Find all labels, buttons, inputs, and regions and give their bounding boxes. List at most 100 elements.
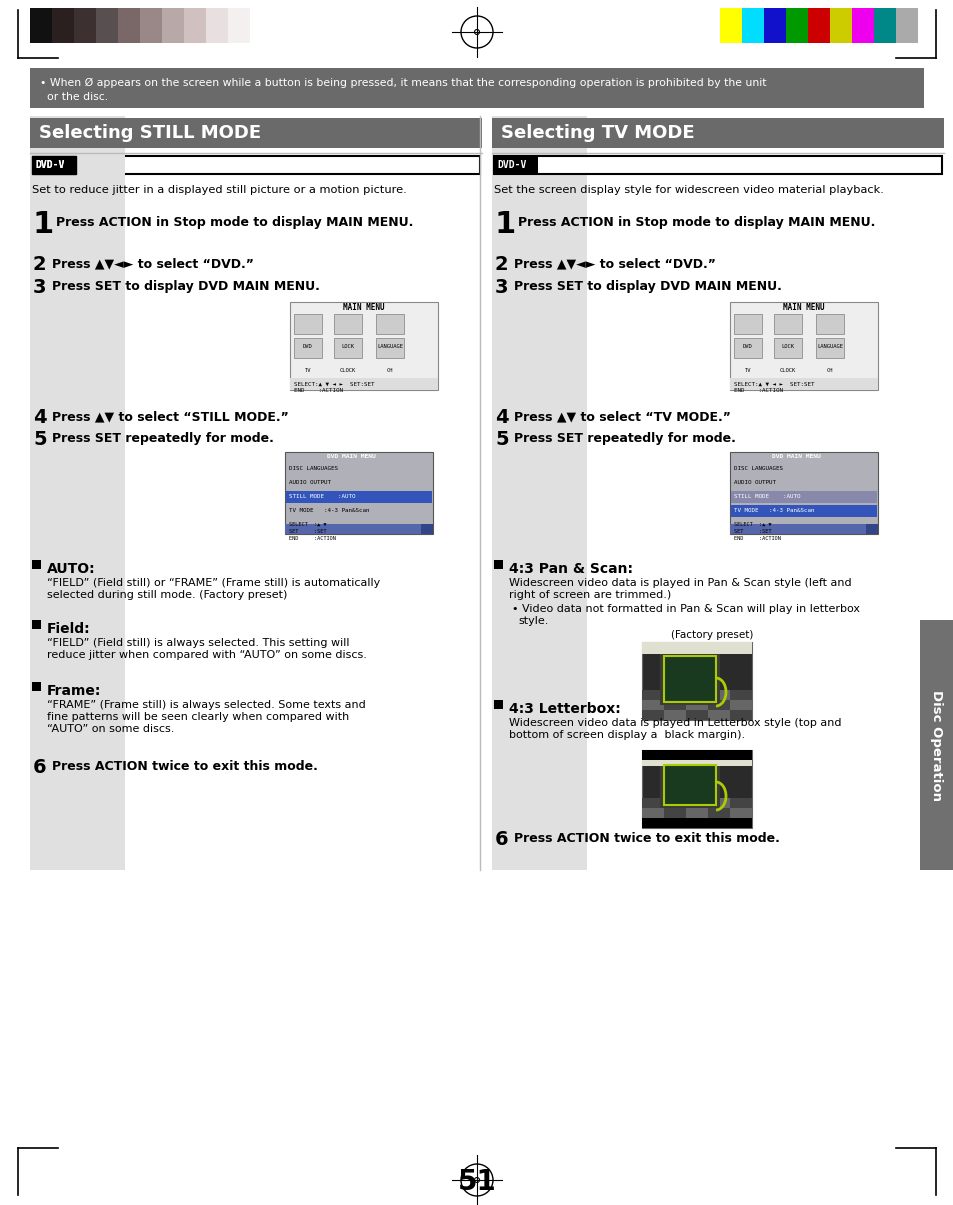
Text: STILL MODE    :AUTO: STILL MODE :AUTO bbox=[289, 494, 355, 500]
Bar bbox=[118, 8, 140, 43]
Bar bbox=[763, 8, 785, 43]
Bar bbox=[228, 8, 250, 43]
Text: “FRAME” (Frame still) is always selected. Some texts and: “FRAME” (Frame still) is always selected… bbox=[47, 700, 365, 710]
Text: TV: TV bbox=[744, 368, 750, 372]
Bar bbox=[663, 700, 685, 710]
Bar bbox=[919, 621, 953, 870]
Bar bbox=[729, 710, 751, 721]
Text: AUTO:: AUTO: bbox=[47, 562, 95, 576]
Text: Disc Operation: Disc Operation bbox=[929, 689, 943, 800]
Bar bbox=[720, 8, 741, 43]
Text: SET     :SET: SET :SET bbox=[733, 529, 771, 534]
Bar bbox=[685, 710, 707, 721]
Text: Selecting STILL MODE: Selecting STILL MODE bbox=[39, 124, 261, 142]
Text: Press ▲▼ to select “STILL MODE.”: Press ▲▼ to select “STILL MODE.” bbox=[52, 410, 289, 423]
Bar bbox=[729, 798, 751, 809]
Text: DVD-V: DVD-V bbox=[497, 160, 526, 170]
Bar bbox=[285, 524, 433, 534]
Text: DISC LANGUAGES: DISC LANGUAGES bbox=[733, 466, 782, 471]
Bar bbox=[733, 315, 761, 334]
Text: END    :ACTION: END :ACTION bbox=[294, 388, 343, 393]
Bar bbox=[494, 155, 941, 174]
Text: bottom of screen display a  black margin).: bottom of screen display a black margin)… bbox=[509, 730, 744, 740]
Bar bbox=[730, 505, 876, 517]
Bar bbox=[730, 490, 876, 502]
Bar bbox=[851, 8, 873, 43]
Bar bbox=[334, 315, 361, 334]
Text: END     :ACTION: END :ACTION bbox=[289, 536, 335, 541]
Bar bbox=[685, 818, 707, 828]
Bar bbox=[729, 302, 877, 390]
Text: Press SET to display DVD MAIN MENU.: Press SET to display DVD MAIN MENU. bbox=[514, 280, 781, 293]
Bar bbox=[140, 8, 162, 43]
Bar bbox=[663, 656, 716, 703]
Text: 3: 3 bbox=[33, 278, 47, 296]
Bar bbox=[375, 315, 403, 334]
Text: SELECT  :▲ ▼: SELECT :▲ ▼ bbox=[289, 522, 326, 527]
Text: Widescreen video data is played in Pan & Scan style (left and: Widescreen video data is played in Pan &… bbox=[509, 578, 851, 588]
Text: 6: 6 bbox=[495, 830, 508, 850]
Bar bbox=[659, 762, 720, 809]
Bar bbox=[815, 337, 843, 358]
Text: END     :ACTION: END :ACTION bbox=[733, 536, 781, 541]
Text: “AUTO” on some discs.: “AUTO” on some discs. bbox=[47, 724, 174, 734]
Bar bbox=[32, 560, 41, 569]
Text: 51: 51 bbox=[457, 1168, 496, 1197]
Text: 2: 2 bbox=[495, 255, 508, 274]
Text: Set to reduce jitter in a displayed still picture or a motion picture.: Set to reduce jitter in a displayed stil… bbox=[32, 186, 406, 195]
Text: Press ACTION in Stop mode to display MAIN MENU.: Press ACTION in Stop mode to display MAI… bbox=[56, 216, 413, 229]
Bar bbox=[375, 337, 403, 358]
Bar bbox=[729, 452, 877, 534]
Bar bbox=[659, 653, 720, 705]
Bar bbox=[773, 315, 801, 334]
Text: 3: 3 bbox=[495, 278, 508, 296]
Text: Press ▲▼◄► to select “DVD.”: Press ▲▼◄► to select “DVD.” bbox=[52, 257, 253, 270]
Bar bbox=[492, 118, 943, 148]
Text: Press SET to display DVD MAIN MENU.: Press SET to display DVD MAIN MENU. bbox=[52, 280, 319, 293]
Text: Press ACTION twice to exit this mode.: Press ACTION twice to exit this mode. bbox=[52, 760, 317, 772]
Bar bbox=[641, 710, 663, 721]
Bar bbox=[733, 337, 761, 358]
Bar bbox=[707, 710, 729, 721]
Text: TV MODE   :4-3 Pan&Scan: TV MODE :4-3 Pan&Scan bbox=[289, 509, 369, 513]
Bar bbox=[685, 700, 707, 710]
Bar bbox=[294, 337, 322, 358]
Bar bbox=[285, 452, 433, 534]
Text: LANGUAGE: LANGUAGE bbox=[816, 343, 842, 348]
Text: CLOCK: CLOCK bbox=[339, 368, 355, 372]
Text: Widescreen video data is played in Letterbox style (top and: Widescreen video data is played in Lette… bbox=[509, 718, 841, 728]
Text: AUDIO OUTPUT: AUDIO OUTPUT bbox=[289, 481, 331, 486]
Bar bbox=[641, 750, 751, 828]
Bar bbox=[807, 8, 829, 43]
Bar bbox=[492, 116, 586, 870]
Text: • Video data not formatted in Pan & Scan will play in letterbox: • Video data not formatted in Pan & Scan… bbox=[512, 604, 859, 615]
Bar bbox=[96, 8, 118, 43]
Bar bbox=[815, 315, 843, 334]
Text: DVD-V: DVD-V bbox=[35, 160, 64, 170]
Bar bbox=[729, 524, 877, 534]
Bar bbox=[30, 116, 125, 870]
Bar bbox=[707, 818, 729, 828]
Bar bbox=[162, 8, 184, 43]
Text: SELECT:▲ ▼ ◄ ►  SET:SET: SELECT:▲ ▼ ◄ ► SET:SET bbox=[733, 382, 814, 387]
Text: • When Ø appears on the screen while a button is being pressed, it means that th: • When Ø appears on the screen while a b… bbox=[40, 78, 765, 88]
Bar bbox=[32, 155, 76, 174]
Text: 5: 5 bbox=[33, 430, 47, 449]
Bar bbox=[334, 337, 361, 358]
Text: “FIELD” (Field still) or “FRAME” (Frame still) is automatically: “FIELD” (Field still) or “FRAME” (Frame … bbox=[47, 578, 380, 588]
Text: Field:: Field: bbox=[47, 622, 91, 636]
Text: DVD MAIN MENU: DVD MAIN MENU bbox=[771, 454, 820, 459]
Bar bbox=[641, 818, 663, 828]
Text: END    :ACTION: END :ACTION bbox=[733, 388, 782, 393]
Text: SELECT:▲ ▼ ◄ ►  SET:SET: SELECT:▲ ▼ ◄ ► SET:SET bbox=[294, 382, 375, 387]
Text: Press SET repeatedly for mode.: Press SET repeatedly for mode. bbox=[514, 433, 735, 445]
Text: 5: 5 bbox=[495, 430, 508, 449]
Bar bbox=[286, 490, 432, 502]
Bar bbox=[707, 690, 729, 700]
Text: LANGUAGE: LANGUAGE bbox=[376, 343, 402, 348]
Text: selected during still mode. (Factory preset): selected during still mode. (Factory pre… bbox=[47, 590, 287, 600]
Bar bbox=[641, 809, 663, 818]
Text: 4:3 Pan & Scan:: 4:3 Pan & Scan: bbox=[509, 562, 633, 576]
Bar bbox=[663, 809, 685, 818]
Bar bbox=[663, 710, 685, 721]
